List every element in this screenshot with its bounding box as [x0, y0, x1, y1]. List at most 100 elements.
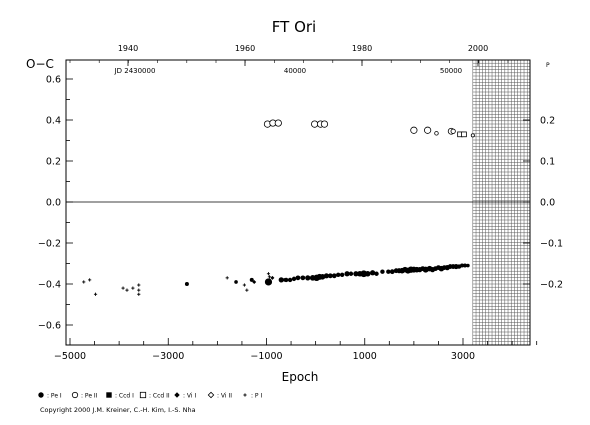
data-point-pe-i — [462, 263, 467, 268]
data-point-p-i — [131, 286, 135, 290]
data-point-pe-i — [389, 269, 395, 275]
data-point-pe-i — [234, 280, 238, 284]
jd-label: 50000 — [440, 67, 462, 75]
data-point-p-i — [267, 275, 272, 279]
data-point-pe-i — [460, 263, 465, 268]
data-point-pe-i — [323, 273, 330, 279]
copyright-text: Copyright 2000 J.M. Kreiner, C.-H. Kim, … — [40, 406, 196, 414]
legend-label: : Pe I — [47, 393, 62, 400]
legend-marker — [139, 391, 147, 399]
legend-marker — [106, 392, 112, 398]
legend-marker — [243, 393, 247, 397]
data-point-pe-i — [348, 271, 354, 276]
data-point-p-i — [245, 288, 249, 292]
legend-marker — [71, 391, 79, 399]
data-point-pe-i — [287, 277, 293, 283]
data-point-p-i — [125, 288, 129, 292]
data-point-pe-i — [364, 270, 371, 277]
legend: : Pe I : Pe II : Ccd I : Ccd II : Vi I : Vi I… — [38, 391, 262, 400]
legend-label: : Ccd I — [115, 393, 134, 400]
data-point-pe-i — [339, 272, 345, 277]
top-year-label: 1960 — [235, 44, 255, 53]
top-year-label: 1980 — [352, 44, 372, 53]
data-point-pe-i — [466, 263, 470, 268]
y-tick-label: 0.6 — [46, 75, 61, 86]
x-tick-label: 1000 — [353, 351, 377, 362]
top-year-label: 1940 — [118, 44, 138, 53]
data-point-pe-ii — [311, 120, 319, 128]
legend-marker — [207, 391, 215, 399]
top-year-label: 2000 — [468, 44, 488, 53]
x-tick-label: −3000 — [152, 351, 184, 362]
data-point-p-i — [225, 276, 229, 280]
y-tick-label: 0.2 — [46, 157, 61, 168]
data-point-pe-ii — [410, 126, 418, 134]
y-tick-label: −0.2 — [38, 239, 61, 250]
right-y-tick-label: 0.2 — [540, 116, 555, 127]
data-point-p-i — [82, 280, 86, 284]
y-tick-label: −0.6 — [38, 321, 61, 332]
data-point-p-i — [242, 283, 246, 287]
data-point-pe-i — [278, 277, 284, 283]
data-point-pe-ii — [470, 133, 475, 138]
legend-label: : Vi I — [183, 393, 196, 400]
x-tick-label: −5000 — [54, 351, 86, 362]
right-y-tick-label: 0.1 — [540, 157, 555, 168]
data-point-pe-i — [249, 277, 254, 282]
data-point-pe-ii — [450, 128, 456, 134]
right-y-tick-label: 0.0 — [540, 198, 555, 209]
right-axis-unit: P — [546, 62, 550, 69]
data-point-pe-i — [264, 278, 273, 286]
data-point-p-i — [93, 292, 98, 296]
data-point-pe-ii — [320, 120, 329, 128]
y-axis-label: O−C — [26, 57, 54, 71]
x-tick-label: −1000 — [250, 351, 282, 362]
data-point-pe-ii — [434, 131, 439, 136]
y-tick-label: 0.0 — [46, 198, 61, 209]
data-point-pe-i — [336, 272, 341, 277]
data-point-vi-i — [270, 275, 275, 280]
data-point-ccd-ii — [461, 131, 467, 138]
right-y-tick-label: −0.2 — [540, 280, 563, 291]
legend-label: : Pe II — [81, 393, 98, 400]
legend-label: : Ccd II — [149, 393, 170, 400]
data-point-p-i — [137, 288, 141, 292]
data-point-pe-i — [300, 275, 306, 281]
chart-title: FT Ori — [272, 18, 316, 36]
data-point-pe-i — [386, 269, 391, 274]
data-point-p-i — [88, 278, 92, 282]
jd-label: 40000 — [284, 67, 306, 75]
jd-label: JD 2430000 — [114, 67, 156, 75]
data-point-pe-i — [380, 269, 385, 274]
data-point-pe-ii — [424, 126, 432, 134]
y-tick-label: −0.4 — [38, 280, 61, 291]
data-point-pe-ii — [274, 119, 282, 127]
legend-marker — [38, 392, 44, 398]
future-hatched-region — [472, 59, 530, 346]
legend-label: : Vi II — [217, 393, 232, 400]
data-point-pe-i — [305, 275, 311, 281]
axes: −5000 −3000 −1000 1000 3000 −0.6 −0.4 −0.2 0.0 0.… — [38, 44, 563, 362]
legend-label: : P I — [251, 393, 262, 400]
data-point-pe-i — [295, 275, 301, 281]
data-point-pe-i — [184, 282, 189, 286]
plot-frame — [65, 59, 531, 346]
data-point-pe-i — [374, 271, 379, 276]
data-point-vi-i — [252, 279, 257, 284]
data-point-p-i — [137, 283, 141, 287]
data-marks — [82, 119, 475, 296]
data-point-pe-i — [344, 271, 350, 277]
y-tick-label: 0.4 — [46, 116, 61, 127]
data-point-pe-i — [360, 270, 368, 278]
data-point-pe-i — [370, 270, 376, 276]
data-point-pe-i — [331, 273, 337, 279]
data-point-p-i — [266, 272, 271, 276]
data-point-vi-i — [282, 277, 287, 282]
data-point-p-i — [121, 286, 125, 290]
data-point-p-i — [137, 292, 141, 296]
right-y-tick-label: −0.1 — [540, 239, 563, 250]
data-point-pe-i — [353, 271, 359, 277]
x-axis-label: Epoch — [282, 370, 319, 384]
data-point-pe-i — [327, 273, 333, 279]
